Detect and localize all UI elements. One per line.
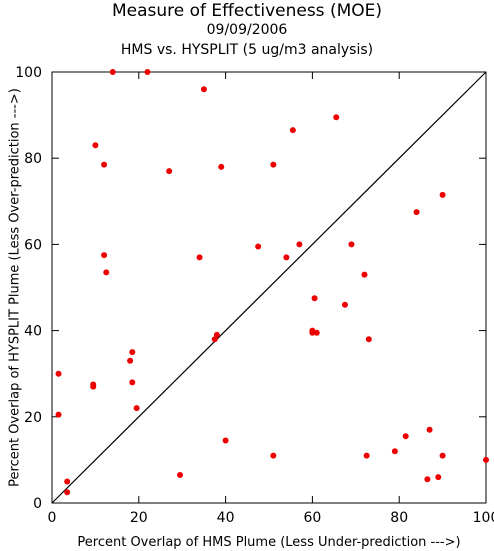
data-point <box>413 209 420 216</box>
data-point <box>283 254 290 261</box>
data-point <box>402 433 409 440</box>
data-point <box>296 241 303 248</box>
data-point <box>435 474 442 481</box>
data-point <box>439 452 446 459</box>
data-point <box>365 336 372 343</box>
data-point <box>424 476 431 483</box>
data-point <box>166 168 173 175</box>
data-point <box>109 69 116 75</box>
x-tick-label: 100 <box>473 510 494 526</box>
data-point <box>363 452 370 459</box>
x-tick-label: 60 <box>303 510 321 526</box>
chart-subtitle: HMS vs. HYSPLIT (5 ug/m3 analysis) <box>120 42 374 58</box>
data-point <box>391 448 398 455</box>
data-point <box>348 241 355 248</box>
data-point <box>90 383 97 390</box>
y-axis-label: Percent Overlap of HYSPLIT Plume (Less O… <box>8 88 23 487</box>
data-point <box>311 295 318 302</box>
reference-line <box>51 71 487 504</box>
data-point <box>309 329 316 336</box>
data-point <box>211 336 218 343</box>
data-point <box>129 349 136 356</box>
data-point <box>196 254 203 261</box>
data-point <box>483 456 489 463</box>
data-point <box>144 69 151 75</box>
x-tick-label: 0 <box>48 510 57 526</box>
data-point <box>133 405 140 412</box>
data-point <box>270 452 277 459</box>
chart-title: Measure of Effectiveness (MOE) <box>111 1 383 21</box>
data-point <box>55 411 62 418</box>
y-tick-label: 60 <box>24 237 42 253</box>
data-point <box>361 271 368 278</box>
data-point <box>55 370 62 377</box>
plot-area <box>51 71 487 504</box>
y-tick-label: 80 <box>24 151 42 167</box>
data-point <box>439 191 446 198</box>
data-point <box>64 478 71 485</box>
chart-date: 09/09/2006 <box>206 22 288 38</box>
data-point <box>127 357 134 364</box>
y-tick-label: 40 <box>24 324 42 340</box>
y-tick-label: 20 <box>24 410 42 426</box>
data-point <box>177 471 184 478</box>
y-tick-label: 0 <box>33 496 42 512</box>
data-point <box>103 269 110 276</box>
data-point <box>426 426 433 433</box>
data-point <box>289 127 296 134</box>
data-point <box>218 163 225 170</box>
x-axis-label: Percent Overlap of HMS Plume (Less Under… <box>77 535 460 550</box>
x-tick-label: 80 <box>390 510 408 526</box>
data-point <box>64 489 71 496</box>
y-tick-label: 100 <box>15 65 42 81</box>
data-point <box>333 114 340 121</box>
data-point <box>92 142 99 149</box>
data-point <box>222 437 229 444</box>
data-point <box>200 86 207 93</box>
data-point <box>129 379 136 386</box>
data-point <box>101 252 108 259</box>
data-point <box>255 243 262 250</box>
data-point <box>101 161 108 168</box>
data-point <box>341 301 348 308</box>
x-tick-label: 20 <box>130 510 148 526</box>
data-point <box>270 161 277 168</box>
data-point <box>313 329 320 336</box>
x-tick-label: 40 <box>217 510 235 526</box>
